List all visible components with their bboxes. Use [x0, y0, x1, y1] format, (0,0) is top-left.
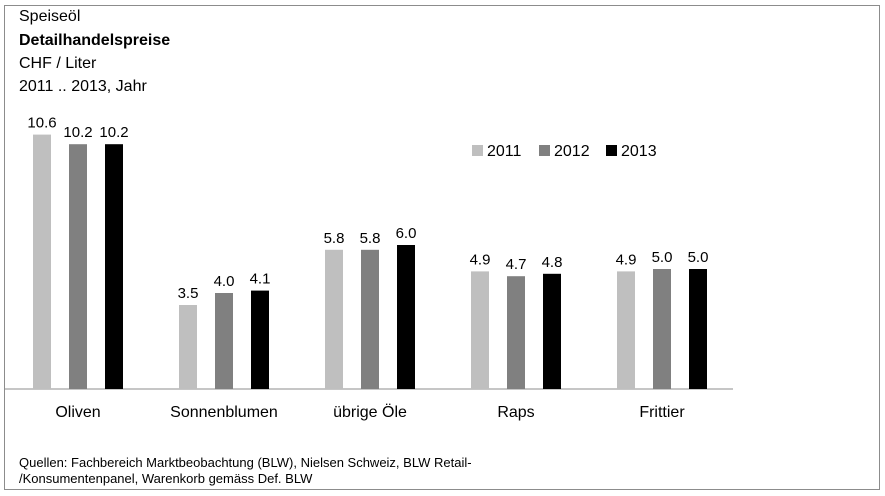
bar-2011-0: [33, 134, 51, 389]
unit-label: CHF / Liter: [19, 55, 97, 72]
legend-label-2013: 2013: [621, 143, 657, 160]
chart-heading: Detailhandelspreise: [19, 32, 171, 49]
category-label: Raps: [497, 404, 534, 421]
data-label: 10.2: [99, 124, 128, 141]
bar-2013-4: [689, 269, 707, 389]
product-label: Speiseöl: [19, 8, 81, 25]
data-label: 5.0: [688, 249, 709, 266]
legend-swatch-2011: [472, 145, 483, 156]
legend-label-2011: 2011: [487, 143, 522, 160]
bar-2011-2: [325, 249, 343, 389]
bar-2011-1: [179, 305, 197, 389]
bar-2013-0: [105, 144, 123, 389]
bar-2013-1: [251, 290, 269, 389]
bar-2012-1: [215, 293, 233, 389]
chart-frame: [4, 5, 880, 490]
bar-2011-4: [617, 271, 635, 389]
bar-2012-3: [507, 276, 525, 389]
source-note: Quellen: Fachbereich Marktbeobachtung (B…: [19, 455, 472, 487]
category-label: Oliven: [55, 404, 100, 421]
data-label: 4.7: [506, 256, 527, 273]
data-label: 10.2: [63, 124, 92, 141]
bar-2012-0: [69, 144, 87, 389]
data-label: 5.8: [324, 230, 345, 247]
bar-2013-2: [397, 245, 415, 389]
data-label: 10.6: [27, 115, 56, 132]
data-label: 4.8: [542, 254, 563, 271]
source-line-1: Quellen: Fachbereich Marktbeobachtung (B…: [19, 455, 472, 470]
period-label: 2011 .. 2013, Jahr: [19, 78, 147, 95]
data-label: 4.9: [616, 251, 637, 268]
category-label: übrige Öle: [333, 403, 407, 421]
bar-2011-3: [471, 271, 489, 389]
data-label: 4.0: [214, 273, 235, 290]
data-label: 4.9: [470, 251, 491, 268]
legend-label-2012: 2012: [554, 143, 590, 160]
data-label: 6.0: [396, 225, 417, 242]
source-line-2: /Konsumentenpanel, Warenkorb gemäss Def.…: [19, 471, 313, 486]
data-label: 3.5: [178, 285, 199, 302]
category-label: Sonnenblumen: [170, 404, 278, 421]
data-label: 5.8: [360, 230, 381, 247]
bar-2013-3: [543, 273, 561, 389]
data-label: 5.0: [652, 249, 673, 266]
category-label: Frittier: [639, 404, 685, 421]
bar-2012-2: [361, 249, 379, 389]
data-label: 4.1: [250, 271, 271, 288]
legend-swatch-2013: [606, 145, 617, 156]
legend-swatch-2012: [539, 145, 550, 156]
bar-2012-4: [653, 269, 671, 389]
